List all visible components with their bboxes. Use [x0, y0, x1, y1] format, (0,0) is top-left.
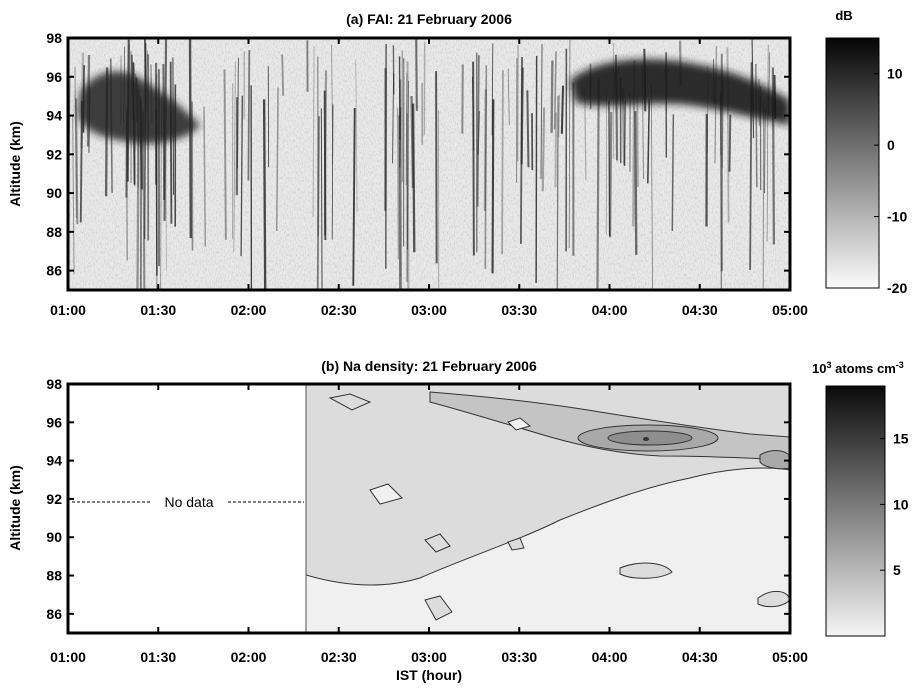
echo-streak	[635, 111, 636, 255]
x-tick-label: 02:30	[321, 302, 357, 318]
panel-b-plot-area: No data	[68, 384, 790, 633]
x-tick-label: 01:00	[50, 649, 86, 665]
y-tick-label: 96	[46, 414, 62, 430]
y-tick-label: 86	[46, 606, 62, 622]
colorbar-tick-label: 10	[887, 66, 903, 82]
y-tick-label: 90	[46, 529, 62, 545]
echo-streak	[562, 86, 563, 134]
panel-b-colorbar: 103 atoms cm-3 15 10 5	[812, 360, 909, 636]
na-contour-peak	[643, 437, 649, 441]
echo-streak	[557, 96, 558, 290]
colorbar-a-label: dB	[835, 8, 852, 23]
echo-streak	[264, 99, 265, 290]
echo-streak	[729, 115, 730, 172]
colorbar-tick-label: 5	[893, 562, 901, 578]
y-tick-label: 88	[46, 568, 62, 584]
panel-b-y-label: Altitude (km)	[7, 465, 23, 551]
y-tick-label: 98	[46, 376, 62, 392]
panel-a-plot-area	[68, 38, 790, 290]
y-tick-label: 92	[46, 146, 62, 162]
echo-streak	[398, 108, 399, 260]
x-tick-label: 03:30	[501, 649, 537, 665]
x-tick-label: 04:30	[682, 649, 718, 665]
echo-streak	[502, 70, 503, 254]
echo-streak	[485, 65, 486, 269]
x-tick-label: 03:00	[411, 649, 447, 665]
no-data-label: No data	[164, 494, 213, 510]
echo-streak	[625, 100, 626, 166]
x-tick-label: 02:00	[231, 302, 267, 318]
x-tick-label: 04:00	[592, 302, 628, 318]
panel-a-title: (a) FAI: 21 February 2006	[346, 11, 512, 27]
x-tick-label: 05:00	[772, 302, 808, 318]
y-tick-label: 86	[46, 263, 62, 279]
y-tick-label: 98	[46, 30, 62, 46]
x-tick-label: 02:00	[231, 649, 267, 665]
echo-streak	[416, 39, 417, 111]
panel-b: (b) Na density: 21 February 2006	[7, 358, 909, 683]
x-tick-label: 01:30	[140, 302, 176, 318]
echo-streak	[76, 99, 77, 225]
x-tick-label: 03:30	[501, 302, 537, 318]
colorbar-b-label: 103 atoms cm-3	[812, 360, 904, 376]
panel-a-y-label: Altitude (km)	[7, 121, 23, 207]
y-tick-label: 94	[46, 453, 62, 469]
echo-streak	[543, 108, 544, 192]
echo-streak	[610, 112, 611, 237]
echo-streak	[559, 95, 560, 138]
echo-streak	[224, 69, 225, 239]
echo-streak	[672, 114, 673, 231]
echo-streak	[190, 38, 191, 238]
y-tick-label: 96	[46, 69, 62, 85]
panel-b-title: (b) Na density: 21 February 2006	[321, 358, 537, 374]
colorbar-tick-label: -20	[887, 280, 907, 296]
x-tick-label: 03:00	[411, 302, 447, 318]
echo-streak	[527, 90, 528, 167]
y-tick-label: 90	[46, 185, 62, 201]
echo-streak	[436, 71, 437, 263]
echo-streak	[536, 56, 537, 283]
x-tick-label: 04:30	[682, 302, 718, 318]
y-tick-label: 88	[46, 224, 62, 240]
colorbar-tick-label: 10	[893, 496, 909, 512]
y-tick-label: 94	[46, 108, 62, 124]
echo-streak	[407, 61, 408, 282]
echo-streak	[637, 95, 638, 188]
colorbar-b-gradient	[826, 386, 885, 636]
x-tick-label: 04:00	[592, 649, 628, 665]
echo-streak	[325, 70, 326, 235]
na-contour-band-4	[608, 431, 692, 445]
panel-b-x-label: IST (hour)	[396, 667, 462, 683]
x-tick-label: 01:30	[140, 649, 176, 665]
echo-streak	[248, 50, 249, 181]
echo-streak	[282, 54, 283, 95]
x-tick-label: 02:30	[321, 649, 357, 665]
x-tick-label: 01:00	[50, 302, 86, 318]
x-tick-label: 05:00	[772, 649, 808, 665]
echo-streak	[765, 109, 766, 193]
colorbar-tick-label: -10	[887, 209, 907, 225]
echo-streak	[321, 108, 322, 290]
echo-streak	[597, 77, 598, 290]
echo-streak	[473, 62, 474, 256]
echo-streak	[521, 57, 522, 244]
panel-a-colorbar: dB 10 0 -10 -20	[826, 8, 907, 296]
y-tick-label: 92	[46, 491, 62, 507]
colorbar-tick-label: 0	[887, 137, 895, 153]
panel-a: (a) FAI: 21 February 2006 86 88 90 92 94 96 98…	[7, 8, 907, 318]
colorbar-a-gradient	[826, 38, 879, 288]
echo-streak	[552, 60, 553, 132]
colorbar-tick-label: 15	[893, 431, 909, 447]
echo-streak	[413, 104, 414, 253]
echo-streak	[493, 99, 494, 273]
